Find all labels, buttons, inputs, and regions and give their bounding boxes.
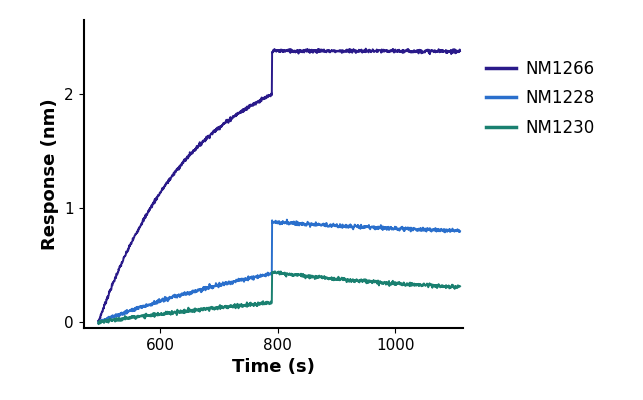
NM1230 xyxy=(357,278,365,282)
NM1230 xyxy=(456,284,464,289)
NM1230 xyxy=(150,313,158,318)
Line: NM1266: NM1266 xyxy=(98,49,460,322)
NM1230 xyxy=(407,281,415,286)
NM1266 xyxy=(225,118,233,123)
NM1230 xyxy=(334,277,341,282)
NM1228 xyxy=(406,226,414,230)
NM1266 xyxy=(357,48,365,53)
NM1266 xyxy=(150,199,158,204)
NM1266 xyxy=(362,46,370,51)
NM1230 xyxy=(280,271,288,276)
NM1230 xyxy=(95,320,102,324)
NM1230 xyxy=(271,269,279,274)
NM1228 xyxy=(357,226,365,231)
X-axis label: Time (s): Time (s) xyxy=(232,358,314,376)
Line: NM1230: NM1230 xyxy=(98,271,460,324)
NM1266 xyxy=(95,318,102,323)
NM1266 xyxy=(95,320,102,324)
NM1228 xyxy=(224,280,232,285)
NM1266 xyxy=(456,49,464,54)
Y-axis label: Response (nm): Response (nm) xyxy=(41,98,59,250)
Legend: NM1266, NM1228, NM1230: NM1266, NM1228, NM1230 xyxy=(479,53,601,144)
NM1230 xyxy=(225,305,233,310)
NM1230 xyxy=(95,322,102,326)
NM1228 xyxy=(150,300,158,305)
NM1228 xyxy=(334,224,341,229)
NM1266 xyxy=(334,48,341,53)
NM1228 xyxy=(95,321,102,326)
Line: NM1228: NM1228 xyxy=(98,220,460,323)
NM1228 xyxy=(456,229,464,234)
NM1266 xyxy=(407,49,415,54)
NM1228 xyxy=(280,220,287,225)
NM1228 xyxy=(283,217,291,222)
NM1266 xyxy=(280,48,288,52)
